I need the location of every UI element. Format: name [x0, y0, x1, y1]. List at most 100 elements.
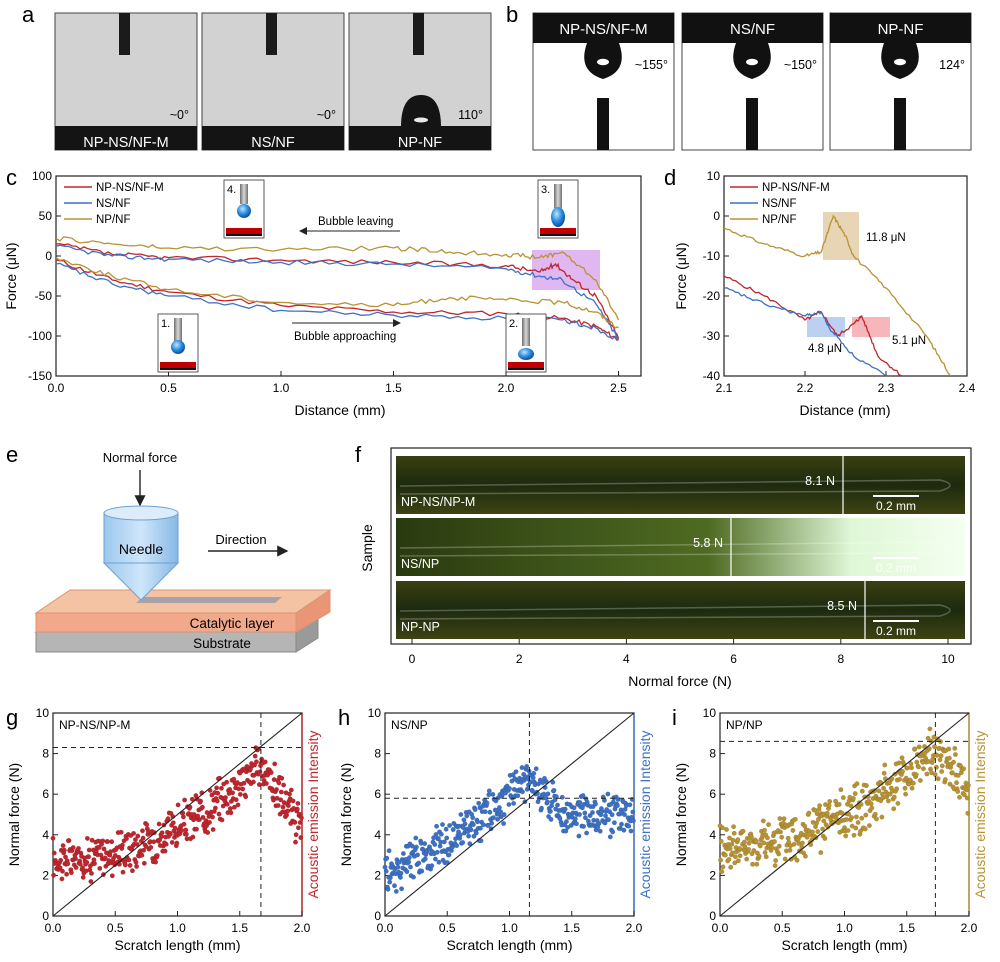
data-point — [614, 803, 620, 809]
normal-force-line — [52, 712, 303, 917]
data-point — [413, 844, 419, 850]
data-point — [462, 821, 468, 827]
y-tick-label: 2 — [374, 868, 381, 882]
panel-label-i: i — [672, 705, 677, 730]
data-point — [840, 795, 846, 801]
data-point — [510, 772, 516, 778]
x-tick-label: 2.5 — [610, 381, 627, 395]
data-point — [475, 819, 480, 825]
data-point — [904, 765, 910, 771]
data-point — [144, 822, 150, 827]
data-point — [899, 755, 905, 761]
data-point — [80, 874, 86, 880]
y2-axis-label: Acoustic emission Intensity — [305, 730, 321, 898]
data-point — [606, 817, 611, 823]
catalytic-layer-label: Catalytic layer — [190, 616, 275, 631]
data-point — [910, 780, 916, 786]
data-point — [735, 837, 741, 843]
y-tick-label: -50 — [35, 289, 53, 303]
data-point — [891, 806, 897, 812]
data-point — [726, 856, 732, 862]
x-tick-label: 2.0 — [961, 921, 978, 935]
data-point — [806, 810, 812, 816]
inset-step-label: 2. — [509, 318, 518, 330]
data-point — [97, 865, 103, 871]
strip-label: NS/NP — [401, 557, 439, 571]
data-point — [885, 798, 891, 804]
data-point — [856, 805, 862, 811]
data-point — [722, 852, 728, 858]
sample-label: NP-NS/NF-M — [83, 135, 168, 151]
data-point — [163, 841, 169, 847]
data-point — [295, 825, 301, 831]
data-point — [382, 864, 388, 870]
data-point — [118, 829, 124, 835]
data-point — [839, 810, 845, 816]
x-tick-label: 8 — [837, 652, 844, 666]
data-point — [939, 763, 945, 769]
inset-substrate — [226, 228, 262, 234]
data-point — [754, 861, 760, 867]
data-point — [757, 843, 763, 849]
data-point — [843, 817, 849, 822]
x-tick-label: 2.2 — [797, 381, 814, 395]
data-point — [169, 839, 175, 845]
panel-g-chart: 0.0 0.5 1.0 1.5 2.0 0 2 4 6 8 10 NP-NS/NP-M Scratch … — [6, 706, 321, 953]
data-point — [92, 861, 97, 867]
data-point — [227, 786, 233, 792]
data-point — [489, 820, 495, 826]
needle-label: Needle — [119, 541, 164, 557]
data-point — [781, 816, 787, 822]
data-point — [766, 822, 772, 828]
data-point — [630, 809, 636, 815]
x-tick-label: 2.0 — [294, 921, 311, 935]
data-point — [597, 828, 603, 834]
data-point — [156, 821, 162, 827]
data-point — [955, 789, 961, 794]
data-point — [135, 833, 141, 839]
droplet — [401, 95, 441, 127]
data-point — [565, 824, 571, 830]
data-point — [876, 788, 882, 794]
data-point — [628, 828, 634, 834]
substrate-band — [533, 13, 674, 43]
data-point — [909, 765, 914, 771]
x-tick-label: 0.5 — [439, 921, 456, 935]
data-point — [593, 801, 598, 807]
inset-substrate — [508, 362, 544, 368]
data-point — [961, 766, 967, 772]
data-point — [916, 764, 922, 770]
data-point — [821, 818, 827, 824]
x-tick-label: 1.0 — [836, 921, 853, 935]
data-point — [495, 816, 501, 822]
data-point — [964, 795, 970, 801]
y-tick-label: 0 — [713, 209, 720, 223]
data-point — [200, 814, 206, 820]
data-point — [153, 859, 159, 865]
data-point — [148, 844, 154, 850]
data-point — [297, 820, 303, 825]
data-point — [954, 780, 959, 786]
data-point — [609, 812, 615, 818]
annotation-bubble-approaching: Bubble approaching — [294, 331, 396, 343]
data-point — [951, 759, 957, 765]
inset-substrate — [540, 228, 576, 234]
data-point — [563, 819, 569, 825]
data-point — [872, 811, 878, 817]
data-point — [51, 872, 57, 878]
data-point — [746, 846, 751, 852]
x-tick-label: 4 — [623, 652, 630, 666]
data-point — [399, 886, 405, 892]
y-tick-label: 6 — [374, 787, 381, 801]
data-point — [605, 791, 611, 797]
inset-step-label: 3. — [541, 184, 550, 196]
data-point — [854, 781, 860, 787]
y-tick-label: 2 — [42, 868, 49, 882]
x-tick-label: 1.5 — [563, 921, 580, 935]
data-point — [852, 791, 858, 797]
data-point — [432, 842, 438, 847]
data-point — [73, 865, 79, 870]
data-point — [416, 860, 422, 866]
x-axis-label: Scratch length (mm) — [781, 937, 907, 953]
